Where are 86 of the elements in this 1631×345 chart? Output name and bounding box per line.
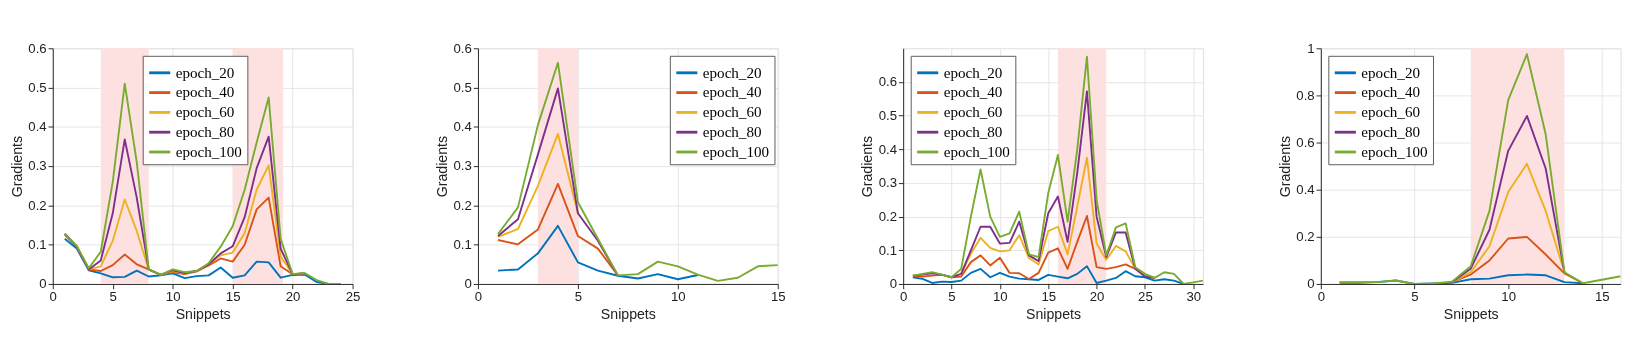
- legend-label: epoch_80: [175, 123, 235, 140]
- line-series: [911, 265, 1185, 284]
- x-tick-label: 25: [345, 289, 361, 305]
- x-tick-label: 15: [225, 289, 241, 305]
- y-tick-label: 0.2: [1296, 229, 1315, 245]
- y-tick-label: 0.4: [1296, 181, 1315, 197]
- x-tick-label: 10: [165, 289, 181, 305]
- line-series: [911, 55, 1203, 284]
- y-tick-label: 0: [1307, 276, 1315, 292]
- x-tick-label: 15: [1595, 289, 1610, 305]
- x-tick-label: 5: [574, 289, 583, 305]
- legend-label: epoch_100: [1361, 143, 1428, 160]
- x-tick-label: 0: [474, 289, 483, 305]
- x-tick-label: 10: [670, 289, 686, 305]
- legend-label: epoch_20: [702, 64, 762, 81]
- legend-label: epoch_80: [702, 123, 762, 140]
- legend-label: epoch_100: [702, 143, 770, 160]
- y-tick-label: 0.6: [28, 40, 47, 56]
- x-tick-label: 5: [1411, 289, 1419, 305]
- y-tick-label: 0.3: [28, 158, 47, 174]
- y-tick-label: 0.5: [453, 79, 472, 95]
- line-series: [497, 61, 778, 282]
- x-tick-label: 30: [1186, 289, 1202, 305]
- y-tick-label: 0: [464, 276, 472, 292]
- y-axis-title: Gradients: [1276, 135, 1293, 198]
- y-tick-label: 0.1: [28, 236, 47, 252]
- y-axis-title: Gradients: [8, 135, 25, 198]
- legend-label: epoch_40: [943, 84, 1003, 101]
- x-tick-label: 20: [285, 289, 301, 305]
- line-series: [497, 182, 619, 277]
- x-tick-label: 0: [1317, 289, 1325, 305]
- line-series: [497, 132, 579, 238]
- y-tick-label: 0: [39, 276, 47, 292]
- y-tick-label: 0.4: [878, 141, 898, 157]
- legend-label: epoch_40: [1361, 84, 1420, 101]
- legend-label: epoch_100: [943, 143, 1010, 160]
- x-tick-label: 0: [49, 289, 57, 305]
- y-tick-label: 0.1: [453, 236, 472, 252]
- x-axis-title: Snippets: [600, 306, 656, 323]
- legend-label: epoch_60: [702, 104, 762, 121]
- y-tick-label: 0.2: [453, 197, 472, 213]
- legend-label: epoch_40: [702, 84, 762, 101]
- x-tick-label: 10: [993, 289, 1008, 305]
- y-tick-label: 0.6: [453, 40, 472, 56]
- y-tick-label: 0.3: [878, 175, 898, 191]
- legend-label: epoch_60: [175, 104, 235, 121]
- x-tick-label: 5: [109, 289, 117, 305]
- line-series: [1451, 114, 1566, 284]
- y-tick-label: 0.2: [878, 208, 898, 224]
- y-tick-label: 0.5: [28, 79, 47, 95]
- y-tick-label: 0.4: [28, 119, 47, 135]
- legend-label: epoch_80: [1361, 123, 1420, 140]
- y-tick-label: 0.5: [878, 107, 898, 123]
- y-tick-label: 0.2: [28, 197, 47, 213]
- x-tick-label: 10: [1501, 289, 1517, 305]
- legend-label: epoch_60: [1361, 104, 1420, 121]
- line-series: [497, 224, 699, 281]
- x-axis-title: Snippets: [1443, 306, 1499, 323]
- y-tick-label: 0.6: [878, 74, 898, 90]
- line-series: [63, 82, 342, 284]
- x-tick-label: 15: [770, 289, 786, 305]
- x-axis-title: Snippets: [175, 306, 231, 323]
- x-tick-label: 5: [948, 289, 956, 305]
- legend-label: epoch_20: [1361, 64, 1420, 81]
- x-tick-label: 20: [1089, 289, 1105, 305]
- legend-label: epoch_40: [175, 84, 235, 101]
- y-tick-label: 0.8: [1296, 87, 1315, 103]
- y-tick-label: 1: [1307, 40, 1315, 56]
- legend-label: epoch_100: [175, 143, 242, 160]
- legend-label: epoch_80: [943, 123, 1003, 140]
- y-tick-label: 0: [889, 276, 898, 292]
- y-tick-label: 0.1: [878, 242, 898, 258]
- x-axis-title: Snippets: [1026, 306, 1082, 323]
- y-tick-label: 0.4: [453, 119, 472, 135]
- legend-label: epoch_20: [943, 64, 1003, 81]
- y-axis-title: Gradients: [859, 135, 876, 198]
- legend-label: epoch_20: [175, 64, 235, 81]
- x-tick-label: 25: [1138, 289, 1153, 305]
- y-tick-label: 0.6: [1296, 134, 1315, 150]
- y-axis-title: Gradients: [433, 135, 450, 198]
- legend-label: epoch_60: [943, 104, 1003, 121]
- x-tick-label: 0: [899, 289, 908, 305]
- x-tick-label: 15: [1041, 289, 1057, 305]
- y-tick-label: 0.3: [453, 158, 472, 174]
- line-series: [1451, 162, 1566, 284]
- line-series: [1338, 53, 1621, 284]
